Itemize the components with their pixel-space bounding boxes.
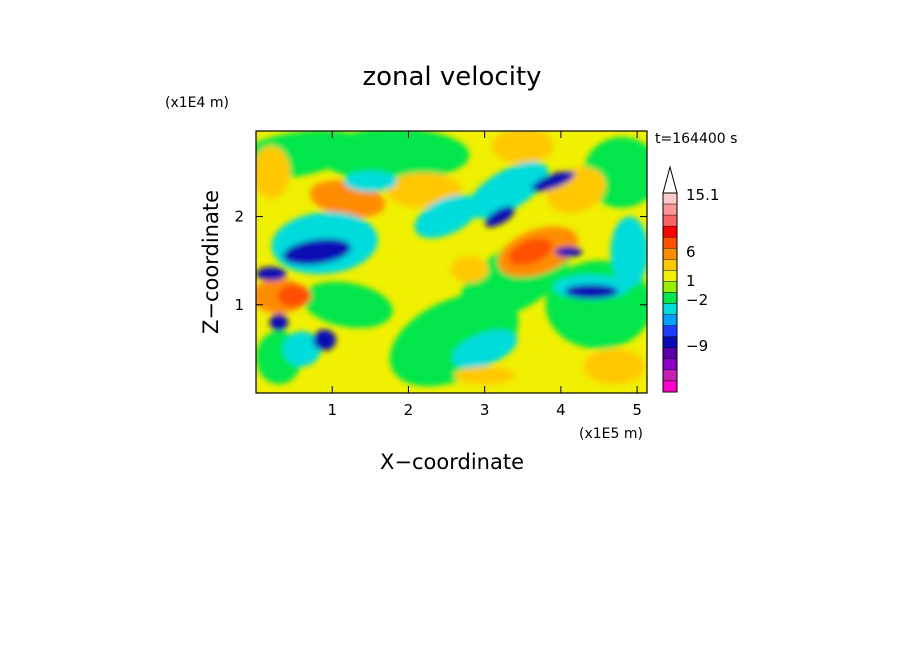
contour-region	[484, 206, 515, 227]
contour-region	[256, 266, 287, 281]
contour-region	[554, 246, 583, 258]
contour-region	[564, 284, 619, 299]
colorbar-cell	[662, 192, 678, 205]
colorbar-label: −2	[686, 291, 708, 309]
chart-title: zonal velocity	[362, 62, 541, 92]
contour-region	[450, 256, 489, 283]
colorbar-cell	[662, 237, 678, 249]
y-axis: 12	[234, 208, 647, 314]
colorbar-cell	[662, 270, 678, 282]
y-tick-label: 1	[234, 296, 244, 314]
time-label: t=164400 s	[655, 131, 737, 147]
x-tick-label: 1	[327, 401, 337, 419]
plot-frame	[255, 130, 648, 394]
contour-region	[343, 170, 398, 192]
colorbar-cell	[662, 314, 678, 326]
contour-region	[256, 146, 291, 199]
colorbar-label: 1	[686, 272, 696, 290]
y-scale-label: (x1E4 m)	[165, 95, 229, 111]
contour-region	[302, 281, 393, 328]
colorbar-arrow	[662, 165, 678, 194]
contour-region	[269, 313, 289, 332]
colorbar-frame	[662, 192, 678, 393]
x-tick-label: 3	[480, 401, 490, 419]
colorbar-cell	[662, 303, 678, 315]
colorbar: 15.1 6 1−2 −9	[662, 165, 719, 393]
contour-region	[466, 161, 549, 219]
contour-region	[414, 194, 479, 239]
colorbar-cell	[662, 380, 678, 393]
colorbar-label: 6	[686, 243, 696, 261]
colorbar-cell	[662, 259, 678, 271]
contour-region	[451, 329, 518, 368]
x-tick-label: 2	[404, 401, 414, 419]
contour-region	[583, 348, 645, 385]
colorbar-cell	[662, 336, 678, 348]
colorbar-cell	[662, 292, 678, 304]
x-scale-label: (x1E5 m)	[579, 426, 643, 442]
y-tick-label: 2	[234, 208, 244, 226]
x-tick-label: 4	[556, 401, 566, 419]
colorbar-cell	[662, 225, 678, 238]
contour-region	[316, 131, 470, 182]
colorbar-label: −9	[686, 337, 708, 355]
contour-region	[492, 131, 554, 164]
colorbar-cell	[662, 203, 678, 216]
colorbar-cell	[662, 358, 678, 371]
contour-region	[508, 238, 553, 266]
colorbar-cell	[662, 214, 678, 227]
contour-region	[282, 331, 321, 367]
colorbar-cell	[662, 347, 678, 360]
colorbar-cell	[662, 325, 678, 337]
contour-field	[256, 131, 647, 393]
colorbar-label: 15.1	[686, 186, 719, 204]
y-axis-label: Z−coordinate	[199, 190, 223, 334]
contour-region	[313, 329, 337, 351]
colorbar-cell	[662, 369, 678, 382]
colorbar-cell	[662, 281, 678, 293]
x-tick-label: 5	[632, 401, 642, 419]
contour-region	[531, 171, 575, 192]
contour-region	[282, 238, 351, 265]
colorbar-cell	[662, 248, 678, 260]
contour-region	[610, 216, 647, 288]
x-axis: 1 2 3 4 5	[327, 131, 642, 419]
x-axis-label: X−coordinate	[380, 450, 524, 474]
contour-region	[277, 284, 311, 308]
contour-region	[454, 366, 516, 385]
contour-region	[385, 172, 462, 208]
